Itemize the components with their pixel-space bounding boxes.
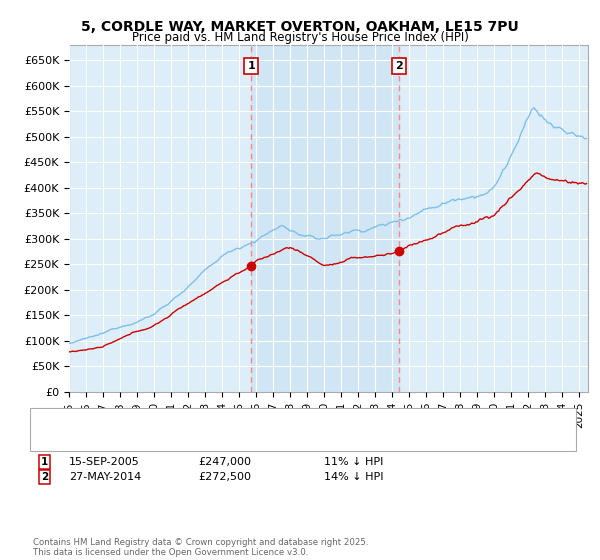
Text: £272,500: £272,500 <box>198 472 251 482</box>
Text: 14% ↓ HPI: 14% ↓ HPI <box>324 472 383 482</box>
Text: 11% ↓ HPI: 11% ↓ HPI <box>324 457 383 467</box>
Text: 5, CORDLE WAY, MARKET OVERTON, OAKHAM, LE15 7PU: 5, CORDLE WAY, MARKET OVERTON, OAKHAM, L… <box>81 20 519 34</box>
Bar <box>251 45 399 392</box>
Text: Price paid vs. HM Land Registry's House Price Index (HPI): Price paid vs. HM Land Registry's House … <box>131 31 469 44</box>
Text: HPI: Average price, detached house, Rutland: HPI: Average price, detached house, Rutl… <box>84 431 317 441</box>
Text: 15-SEP-2005: 15-SEP-2005 <box>69 457 140 467</box>
Text: 5, CORDLE WAY, MARKET OVERTON, OAKHAM, LE15 7PU (detached house): 5, CORDLE WAY, MARKET OVERTON, OAKHAM, L… <box>84 414 472 424</box>
Text: Contains HM Land Registry data © Crown copyright and database right 2025.
This d: Contains HM Land Registry data © Crown c… <box>33 538 368 557</box>
Text: 2: 2 <box>395 61 403 71</box>
Text: 1: 1 <box>41 457 48 467</box>
Text: 1: 1 <box>247 61 255 71</box>
Text: 2: 2 <box>41 472 48 482</box>
Text: £247,000: £247,000 <box>198 457 251 467</box>
Text: 27-MAY-2014: 27-MAY-2014 <box>69 472 141 482</box>
